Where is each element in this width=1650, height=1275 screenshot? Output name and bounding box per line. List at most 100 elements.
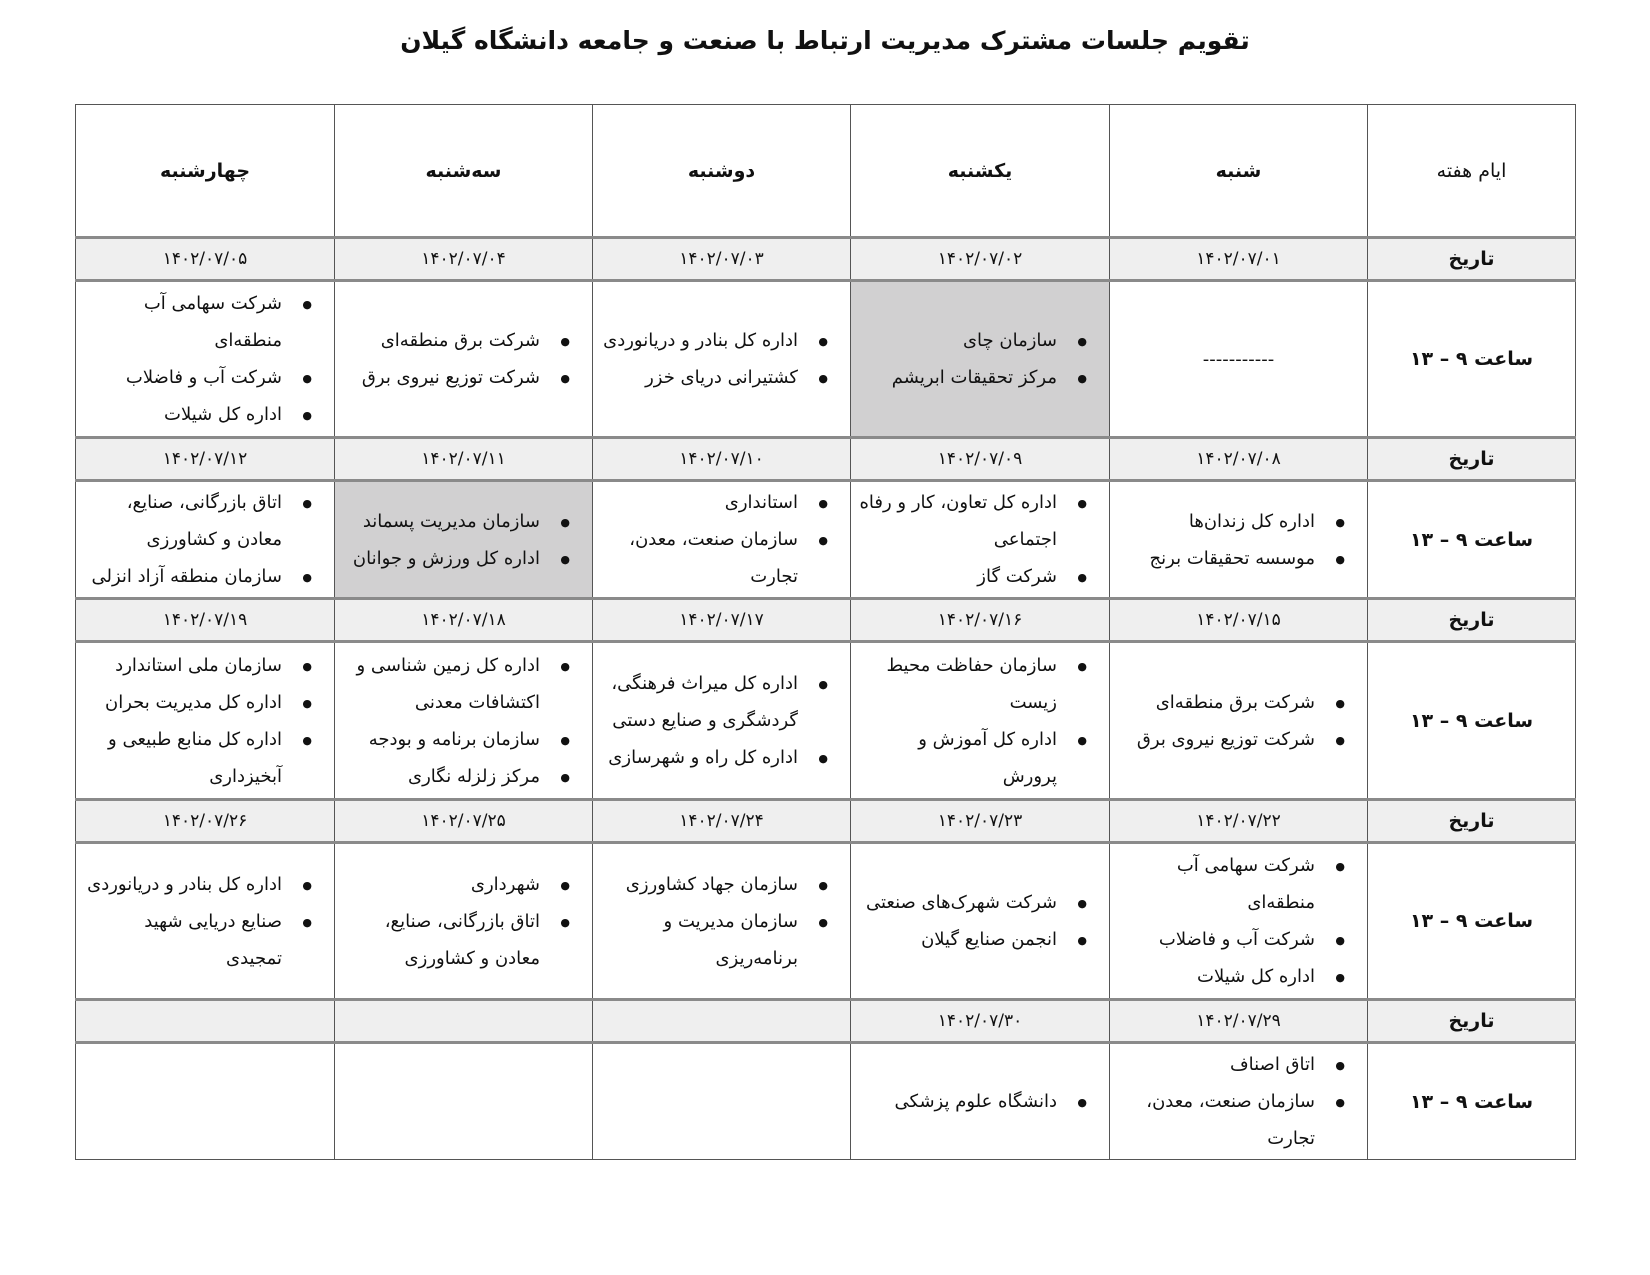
day-monday: دوشنبه [592,104,851,238]
bullet-icon: ● [560,552,570,566]
date-cell: ۱۴۰۲/۰۷/۱۵ [1109,597,1368,643]
date-label: تاریخ [1367,998,1576,1044]
bullet-icon: ● [560,515,570,529]
organization-item: ● صنایع دریایی شهید تمجیدی [84,903,312,977]
organization-name: سازمان چای [962,330,1057,351]
organization-name: سازمان برنامه و بودجه [368,728,540,750]
meeting-cell [334,1042,593,1160]
bullet-icon: ● [302,571,312,584]
organization-item: ● اداره کل ورزش و جوانان [353,540,570,577]
date-cell: ۱۴۰۲/۰۷/۱۱ [334,436,593,482]
bullet-icon: ● [302,696,312,710]
organization-name: شرکت برق منطقه‌ای [1155,691,1315,713]
organization-item: ● سازمان ملی استاندارد [84,647,312,684]
organization-name: انجمن صنایع گیلان [921,929,1057,950]
bullet-icon: ● [302,733,312,747]
bullet-icon: ● [302,372,312,385]
time-slot-row: ساعت ۹ – ۱۳ ----------- ● سازمان چای ● مرکز ت… [75,280,1576,438]
meeting-cell: ● اداره کل زمین شناسی و اکتشافات معدنی ● سا… [334,641,593,800]
time-slot-row: ساعت ۹ – ۱۳ ● اتاق اصناف ● سازمان صنعت، معدن… [75,1042,1576,1160]
meeting-cell: ● اداره کل زندان‌ها ● موسسه تحقیقات برنج [1109,480,1368,599]
organization-name: سازمان ملی استاندارد [115,654,282,676]
bullet-icon: ● [1335,552,1345,566]
organization-item: ● شرکت آب و فاضلاب [1118,921,1345,958]
bullet-icon: ● [302,497,312,510]
organization-name: شرکت توزیع نیروی برق [1136,728,1315,750]
bullet-icon: ● [1077,934,1087,947]
bullet-icon: ● [302,298,312,311]
bullet-icon: ● [1335,860,1345,873]
bullet-icon: ● [1335,515,1345,529]
organization-name: اداره کل شیلات [1197,966,1315,987]
organization-name: شرکت شهرک‌های صنعتی [865,892,1057,913]
bullet-icon: ● [1077,897,1087,910]
bullet-icon: ● [1335,696,1345,710]
organization-name: سازمان مدیریت پسماند [362,510,540,532]
organization-name: اداره کل زندان‌ها [1188,510,1315,532]
organization-item: ● شرکت برق منطقه‌ای [362,322,570,359]
organization-name: شرکت توزیع نیروی برق [361,367,540,388]
organization-name: اتاق بازرگانی، صنایع، معادن و کشاورزی [384,910,540,969]
bullet-icon: ● [818,752,828,765]
organization-name: سازمان صنعت، معدن، تجارت [629,529,798,587]
organization-name: سازمان جهاد کشاورزی [625,873,798,895]
organization-name: اداره کل منابع طبیعی و آبخیزداری [108,728,282,787]
meeting-cell: ● استانداری ● سازمان صنعت، معدن، تجارت [592,480,851,599]
organization-item: ● اداره کل شیلات [84,396,312,433]
organization-name: مرکز زلزله نگاری [408,765,540,787]
bullet-icon: ● [302,915,312,929]
organization-name: شهرداری [470,873,540,895]
date-cell: ۱۴۰۲/۰۷/۱۸ [334,597,593,643]
bullet-icon: ● [560,335,570,348]
bullet-icon: ● [1077,733,1087,747]
organization-item: ● اتاق بازرگانی، صنایع، معادن و کشاورزی [84,484,312,558]
date-label: تاریخ [1367,236,1576,282]
time-slot-label: ساعت ۹ – ۱۳ [1367,1042,1576,1160]
bullet-icon: ● [1077,659,1087,673]
date-cell: ۱۴۰۲/۰۷/۲۴ [592,798,851,844]
organization-item: ● سازمان چای [892,322,1087,359]
organization-name: سازمان حفاظت محیط زیست [886,654,1057,713]
meeting-cell: ● اداره کل میراث فرهنگی، گردشگری و صنایع … [592,641,851,800]
organization-name: اداره کل تعاون، کار و رفاه اجتماعی [859,492,1058,550]
organization-name: اتاق اصناف [1229,1054,1315,1075]
bullet-icon: ● [818,678,828,691]
meeting-cell: ● اداره کل بنادر و دریانوردی ● صنایع دریایی… [75,842,335,1000]
organization-item: ● شرکت برق منطقه‌ای [1137,684,1345,721]
organization-item: ● شرکت آب و فاضلاب [84,359,312,396]
organization-list: ● شرکت برق منطقه‌ای ● شرکت توزیع نیروی برق [362,322,584,396]
organization-item: ● سازمان جهاد کشاورزی [601,866,828,903]
date-cell: ۱۴۰۲/۰۷/۱۲ [75,436,335,482]
organization-item: ● اداره کل زندان‌ها [1150,503,1345,540]
organization-name: موسسه تحقیقات برنج [1149,547,1315,569]
bullet-icon: ● [302,659,312,673]
date-cell: ۱۴۰۲/۰۷/۲۲ [1109,798,1368,844]
organization-item: ● سازمان حفاظت محیط زیست [859,647,1087,721]
organization-name: اداره کل آموزش و پرورش [918,728,1057,787]
organization-name: اداره کل زمین شناسی و اکتشافات معدنی [356,654,540,713]
bullet-icon: ● [560,878,570,892]
organization-item: ● شرکت سهامی آب منطقه‌ای [84,285,312,359]
meeting-cell: ● شرکت سهامی آب منطقه‌ای ● شرکت آب و فاضلاب… [1109,842,1368,1000]
meeting-cell: ● شرکت سهامی آب منطقه‌ای ● شرکت آب و فاضلاب… [75,280,335,438]
meeting-cell: ● سازمان مدیریت پسماند ● اداره کل ورزش و جو… [334,480,593,599]
meeting-cell: ● شرکت برق منطقه‌ای ● شرکت توزیع نیروی برق [334,280,593,438]
organization-list: ● اداره کل میراث فرهنگی، گردشگری و صنایع … [601,665,842,776]
date-cell: ۱۴۰۲/۰۷/۳۰ [850,998,1110,1044]
meeting-cell [75,1042,335,1160]
organization-name: اداره کل بنادر و دریانوردی [603,330,798,351]
organization-item: ● انجمن صنایع گیلان [866,921,1087,958]
bullet-icon: ● [302,409,312,422]
meeting-cell: ● سازمان چای ● مرکز تحقیقات ابریشم [850,280,1110,438]
organization-list: ● سازمان ملی استاندارد ● اداره کل مدیریت بح… [84,647,326,795]
organization-name: شرکت آب و فاضلاب [1158,929,1315,950]
bullet-icon: ● [1335,934,1345,947]
organization-item: ● کشتیرانی دریای خزر [603,359,828,396]
date-label: تاریخ [1367,597,1576,643]
page-title: تقویم جلسات مشترک مدیریت ارتباط با صنعت … [400,26,1250,55]
organization-item: ● مرکز زلزله نگاری [343,758,570,795]
meeting-cell: ● سازمان جهاد کشاورزی ● سازمان مدیریت و برن… [592,842,851,1000]
organization-name: اداره کل مدیریت بحران [104,691,282,713]
organization-item: ● موسسه تحقیقات برنج [1150,540,1345,577]
bullet-icon: ● [560,659,570,673]
